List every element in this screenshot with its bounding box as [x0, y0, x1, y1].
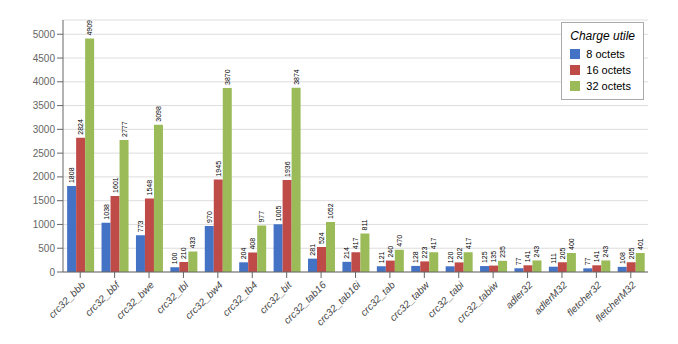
svg-text:223: 223 [421, 247, 428, 259]
svg-text:111: 111 [550, 253, 557, 264]
svg-text:214: 214 [343, 247, 350, 259]
svg-text:crc32_bw4: crc32_bw4 [183, 279, 225, 321]
svg-text:281: 281 [309, 244, 316, 256]
svg-text:205: 205 [559, 247, 566, 259]
svg-text:108: 108 [619, 252, 626, 264]
svg-text:1945: 1945 [215, 161, 222, 177]
svg-text:243: 243 [602, 246, 609, 258]
svg-text:3500: 3500 [33, 100, 56, 111]
svg-text:1936: 1936 [284, 161, 291, 177]
svg-text:5000: 5000 [33, 29, 56, 40]
svg-text:77: 77 [515, 257, 522, 265]
svg-text:crc32_tab16: crc32_tab16 [281, 279, 329, 326]
svg-text:417: 417 [465, 237, 472, 249]
svg-text:100: 100 [171, 252, 178, 264]
svg-text:3874: 3874 [293, 69, 300, 85]
html-text:Charge utile: Charge utile [570, 29, 635, 43]
html-text:32 octets: 32 octets [586, 80, 631, 92]
svg-text:141: 141 [593, 251, 600, 263]
svg-text:crc32_tabw: crc32_tabw [387, 279, 431, 323]
svg-text:4909: 4909 [86, 20, 93, 36]
svg-text:4500: 4500 [33, 53, 56, 64]
svg-text:128: 128 [412, 251, 419, 263]
svg-text:crc32_tb4: crc32_tb4 [221, 279, 260, 318]
svg-text:141: 141 [524, 251, 531, 263]
svg-text:470: 470 [396, 235, 403, 247]
svg-text:417: 417 [430, 237, 437, 249]
svg-text:adler32: adler32 [503, 279, 535, 311]
svg-text:1000: 1000 [33, 219, 56, 230]
svg-text:970: 970 [206, 211, 213, 223]
svg-text:524: 524 [318, 232, 325, 244]
svg-text:120: 120 [447, 252, 454, 264]
svg-text:205: 205 [628, 247, 635, 259]
svg-text:4000: 4000 [33, 76, 56, 87]
svg-text:1038: 1038 [103, 204, 110, 220]
svg-text:crc32_bbf: crc32_bbf [82, 279, 122, 319]
svg-text:1548: 1548 [146, 180, 153, 196]
svg-text:401: 401 [637, 238, 644, 250]
svg-text:417: 417 [352, 237, 359, 249]
svg-text:crc32_bit: crc32_bit [257, 279, 294, 316]
svg-text:crc32_tabi: crc32_tabi [425, 279, 466, 320]
svg-text:235: 235 [499, 246, 506, 258]
svg-text:0: 0 [49, 267, 55, 278]
svg-text:204: 204 [240, 248, 247, 260]
svg-text:240: 240 [387, 246, 394, 258]
svg-text:2824: 2824 [77, 119, 84, 135]
svg-text:crc32_tabiw: crc32_tabiw [455, 279, 501, 325]
svg-text:1601: 1601 [112, 177, 119, 193]
svg-text:811: 811 [361, 219, 368, 230]
svg-text:773: 773 [137, 220, 144, 232]
svg-text:3870: 3870 [224, 69, 231, 85]
svg-text:1500: 1500 [33, 195, 56, 206]
svg-text:crc32_bwe: crc32_bwe [114, 279, 156, 321]
svg-text:135: 135 [490, 251, 497, 263]
svg-text:fletcher32: fletcher32 [564, 279, 604, 319]
svg-text:202: 202 [456, 248, 463, 260]
svg-text:3098: 3098 [155, 106, 162, 122]
svg-text:243: 243 [533, 246, 540, 258]
html-text:8 octets: 8 octets [586, 48, 625, 60]
svg-text:2000: 2000 [33, 171, 56, 182]
svg-text:crc32_bbb: crc32_bbb [46, 279, 87, 320]
svg-text:125: 125 [481, 251, 488, 263]
svg-text:408: 408 [249, 238, 256, 250]
svg-text:400: 400 [568, 238, 575, 250]
svg-text:210: 210 [180, 247, 187, 259]
svg-text:77: 77 [584, 257, 591, 265]
svg-text:1005: 1005 [275, 206, 282, 222]
svg-text:crc32_tbl: crc32_tbl [154, 279, 191, 316]
svg-text:fletcherM32: fletcherM32 [593, 279, 638, 324]
svg-text:2500: 2500 [33, 148, 56, 159]
html-text:16 octets: 16 octets [586, 64, 631, 76]
svg-text:500: 500 [38, 243, 55, 254]
svg-text:crc32_tab: crc32_tab [358, 279, 397, 319]
svg-text:adlerM32: adlerM32 [532, 279, 570, 317]
svg-text:121: 121 [378, 251, 385, 263]
svg-text:977: 977 [258, 211, 265, 223]
svg-text:1808: 1808 [68, 167, 75, 183]
svg-text:crc32_tab16i: crc32_tab16i [314, 279, 363, 328]
svg-text:433: 433 [189, 237, 196, 249]
svg-text:3000: 3000 [33, 124, 56, 135]
svg-text:2777: 2777 [121, 121, 128, 137]
svg-text:1052: 1052 [327, 203, 334, 219]
